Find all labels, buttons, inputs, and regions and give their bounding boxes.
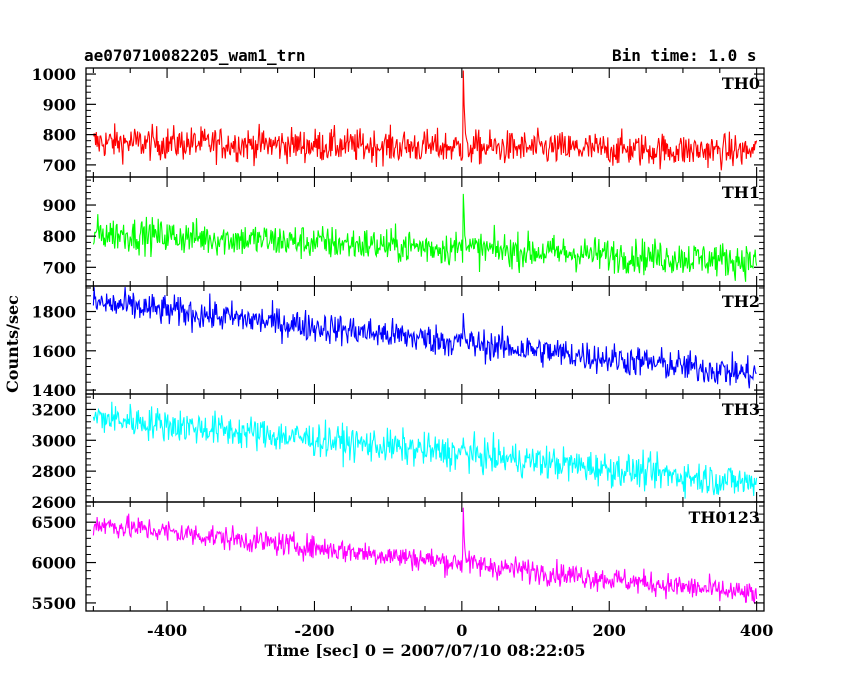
series-line-th0123: [92, 507, 758, 605]
chart-title: ae070710082205_wam1_trn: [84, 46, 306, 65]
panel-frame-th0123: [85, 501, 765, 612]
series-line-th0: [92, 70, 758, 171]
y-tick-label: 1400: [31, 381, 76, 400]
bin-time-label: Bin time: 1.0 s: [612, 46, 757, 65]
x-tick-label: -200: [294, 621, 334, 640]
y-tick-label: 1000: [31, 65, 76, 84]
y-tick-label: 6500: [31, 513, 76, 532]
y-tick-label: 900: [43, 196, 76, 215]
panel-label-th0: TH0: [722, 74, 760, 93]
x-tick-label: -400: [147, 621, 187, 640]
panel-label-th1: TH1: [722, 183, 760, 202]
series-line-th1: [92, 193, 758, 282]
y-tick-label: 800: [43, 227, 76, 246]
y-tick-label: 6000: [31, 554, 76, 573]
y-tick-label: 700: [43, 156, 76, 175]
series-line-th2: [92, 286, 757, 389]
y-tick-label: 2600: [31, 493, 76, 512]
y-tick-label: 1800: [31, 303, 76, 322]
x-tick-label: 0: [456, 621, 467, 640]
x-axis-label: Time [sec] 0 = 2007/07/10 08:22:05: [265, 641, 586, 660]
y-tick-label: 700: [43, 258, 76, 277]
y-tick-label: 3000: [31, 431, 76, 450]
panel-label-th0123: TH0123: [688, 508, 760, 527]
y-tick-label: 2800: [31, 462, 76, 481]
series-line-th3: [92, 401, 758, 499]
y-tick-label: 900: [43, 95, 76, 114]
panel-label-th2: TH2: [722, 292, 760, 311]
y-axis-label: Counts/sec: [3, 295, 22, 393]
y-tick-label: 800: [43, 126, 76, 145]
x-tick-label: 200: [593, 621, 626, 640]
x-tick-label: 400: [740, 621, 773, 640]
y-tick-label: 3200: [31, 400, 76, 419]
panel-frame-th0: [85, 67, 765, 178]
panel-label-th3: TH3: [722, 400, 760, 419]
y-tick-label: 1600: [31, 342, 76, 361]
y-tick-label: 5500: [31, 594, 76, 613]
